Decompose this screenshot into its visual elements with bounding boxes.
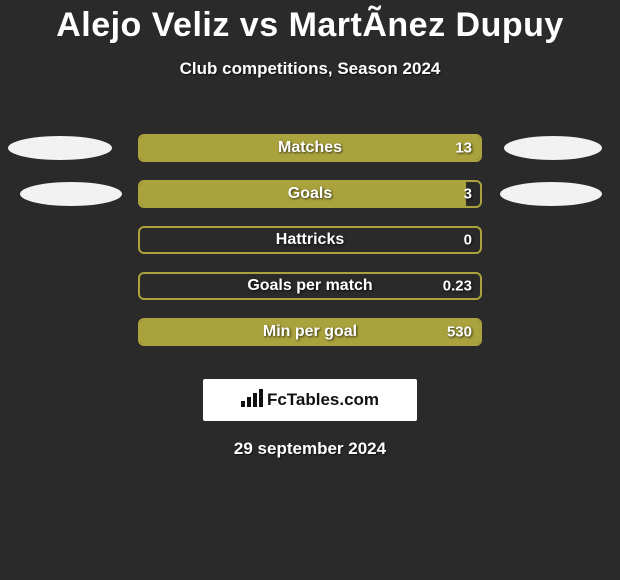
stat-bar: Goals per match 0.23 — [138, 272, 482, 300]
brand-badge[interactable]: FcTables.com — [203, 379, 417, 421]
stat-value: 3 — [464, 186, 472, 203]
date-label: 29 september 2024 — [0, 439, 620, 459]
right-marker — [500, 182, 602, 206]
stat-bar: Goals 3 — [138, 180, 482, 208]
stat-label: Goals per match — [247, 277, 372, 295]
stat-rows: Matches 13 Goals 3 Hattricks 0 — [0, 125, 620, 355]
right-marker — [504, 136, 602, 160]
stat-label: Goals — [288, 185, 332, 203]
stat-row: Goals 3 — [0, 171, 620, 217]
comparison-card: Alejo Veliz vs MartÃ­nez Dupuy Club comp… — [0, 0, 620, 580]
stat-value: 0.23 — [443, 278, 472, 295]
left-marker — [8, 136, 112, 160]
stat-bar: Matches 13 — [138, 134, 482, 162]
stat-value: 0 — [464, 232, 472, 249]
stat-bar: Hattricks 0 — [138, 226, 482, 254]
brand-text: FcTables.com — [267, 390, 379, 410]
stat-bar: Min per goal 530 — [138, 318, 482, 346]
stat-row: Min per goal 530 — [0, 309, 620, 355]
page-subtitle: Club competitions, Season 2024 — [0, 59, 620, 79]
stat-value: 530 — [447, 324, 472, 341]
stat-label: Min per goal — [263, 323, 357, 341]
stat-row: Goals per match 0.23 — [0, 263, 620, 309]
bar-chart-icon — [241, 389, 263, 412]
stat-value: 13 — [455, 140, 472, 157]
stat-label: Matches — [278, 139, 342, 157]
stat-row: Matches 13 — [0, 125, 620, 171]
page-title: Alejo Veliz vs MartÃ­nez Dupuy — [0, 6, 620, 45]
stat-row: Hattricks 0 — [0, 217, 620, 263]
left-marker — [20, 182, 122, 206]
stat-label: Hattricks — [276, 231, 344, 249]
